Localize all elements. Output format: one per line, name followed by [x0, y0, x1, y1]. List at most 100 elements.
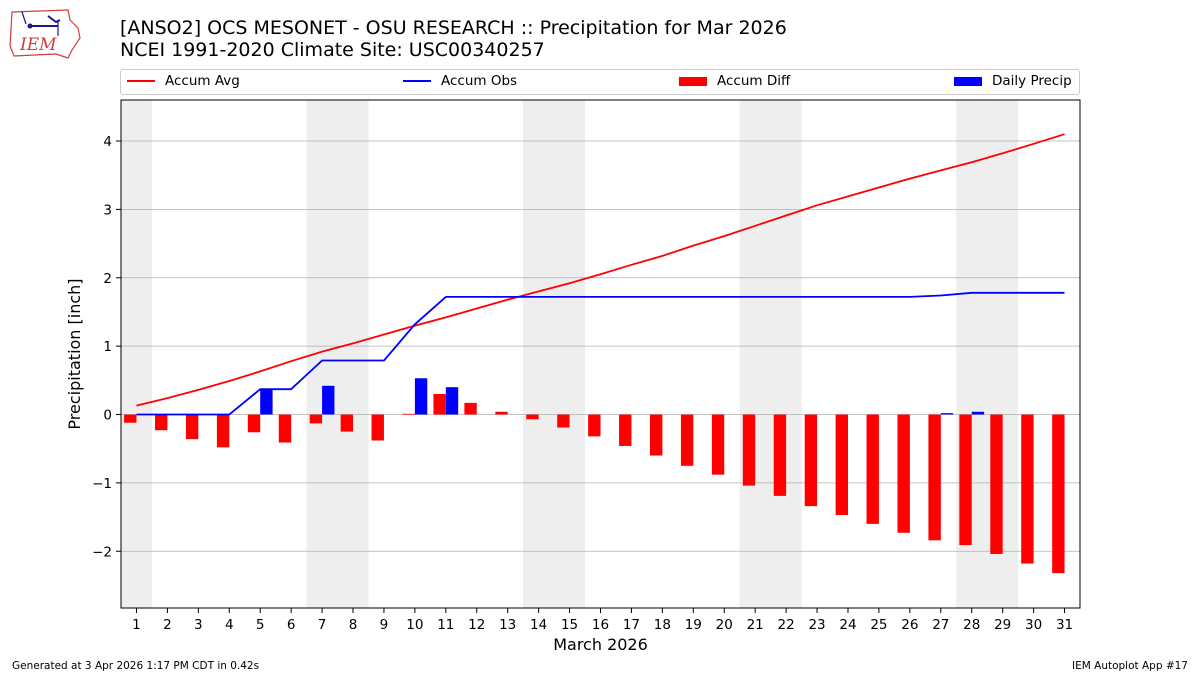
diff-bar-day-21	[742, 414, 756, 486]
x-tick-label: 28	[963, 617, 980, 633]
legend-swatch-daily-precip	[954, 76, 982, 86]
y-tick-label: −2	[92, 544, 112, 560]
diff-bar-day-12	[464, 402, 477, 415]
diff-bar-day-19	[680, 414, 694, 466]
x-tick-label: 11	[437, 617, 454, 633]
accum-avg-line	[136, 133, 1065, 407]
legend-item-accum-avg: Accum Avg	[127, 73, 240, 89]
y-tick-label: −1	[92, 476, 112, 492]
x-tick-label: 30	[1025, 617, 1042, 633]
y-axis-label: Precipitation [inch]	[65, 278, 84, 429]
x-tick-label: 5	[256, 617, 265, 633]
precip-bar-day-7	[322, 385, 335, 415]
legend-item-accum-diff: Accum Diff	[679, 73, 790, 89]
legend-swatch-accum-diff	[679, 76, 707, 86]
logo-text: IEM	[19, 35, 57, 55]
x-tick-label: 18	[654, 617, 671, 633]
diff-bar-day-27	[928, 414, 941, 541]
diff-bar-day-13	[495, 411, 508, 415]
x-tick-label: 3	[194, 617, 203, 633]
chart-legend: Accum Avg Accum Obs Accum Diff Daily Pre…	[120, 69, 1080, 95]
x-tick-label: 15	[561, 617, 578, 633]
x-tick-label: 27	[932, 617, 949, 633]
legend-item-daily-precip: Daily Precip	[954, 73, 1072, 89]
iem-logo[interactable]: IEM	[8, 6, 82, 64]
x-tick-label: 9	[380, 617, 389, 633]
x-tick-label: 13	[499, 617, 516, 633]
x-tick-label: 8	[349, 617, 358, 633]
x-tick-label: 6	[287, 617, 296, 633]
weekend-shade-4	[739, 100, 802, 608]
diff-bar-day-4	[216, 414, 230, 448]
diff-bar-day-10	[402, 413, 415, 415]
x-tick-label: 24	[839, 617, 856, 633]
footer-app-text: IEM Autoplot App #17	[1072, 660, 1188, 672]
diff-bar-day-16	[588, 414, 601, 437]
weekend-shade-3	[523, 100, 586, 608]
diff-bar-day-14	[526, 414, 539, 420]
x-tick-label: 14	[530, 617, 547, 633]
diff-bar-day-3	[185, 414, 199, 440]
diff-bar-day-6	[278, 414, 292, 443]
diff-bar-day-17	[619, 414, 632, 446]
x-tick-label: 23	[808, 617, 825, 633]
diff-bar-day-15	[557, 414, 570, 428]
x-tick-label: 4	[225, 617, 234, 633]
y-tick-label: 3	[103, 202, 112, 218]
diff-bar-day-20	[711, 414, 725, 475]
x-tick-label: 12	[468, 617, 485, 633]
legend-label-accum-obs: Accum Obs	[441, 73, 518, 89]
legend-swatch-accum-avg	[127, 80, 155, 82]
footer-generated-text: Generated at 3 Apr 2026 1:17 PM CDT in 0…	[12, 660, 260, 672]
diff-bar-day-24	[835, 414, 848, 516]
x-tick-label: 19	[685, 617, 702, 633]
diff-bar-day-23	[804, 414, 818, 507]
x-tick-label: 21	[747, 617, 764, 633]
legend-swatch-accum-obs	[403, 80, 431, 82]
legend-label-daily-precip: Daily Precip	[992, 73, 1072, 89]
x-tick-label: 2	[163, 617, 172, 633]
x-tick-label: 1	[132, 617, 141, 633]
x-tick-label: 29	[994, 617, 1011, 633]
precip-bar-day-10	[414, 378, 428, 415]
accum-obs-line	[136, 291, 1065, 416]
chart-subtitle: NCEI 1991-2020 Climate Site: USC00340257	[120, 39, 545, 61]
legend-item-accum-obs: Accum Obs	[403, 73, 517, 89]
diff-bar-day-25	[866, 414, 879, 524]
diff-bar-day-2	[155, 414, 168, 431]
x-axis-label: March 2026	[553, 635, 648, 654]
x-tick-label: 25	[870, 617, 887, 633]
chart-title: [ANSO2] OCS MESONET - OSU RESEARCH :: Pr…	[120, 17, 787, 39]
x-tick-label: 31	[1056, 617, 1073, 633]
diff-bar-day-29	[990, 414, 1003, 554]
diff-bar-day-22	[773, 414, 787, 496]
x-tick-label: 7	[318, 617, 327, 633]
diff-bar-day-30	[1021, 414, 1034, 564]
x-tick-label: 10	[406, 617, 423, 633]
precip-bar-day-28	[971, 411, 985, 415]
x-tick-label: 16	[592, 617, 609, 633]
diff-bar-day-11	[433, 393, 446, 415]
x-tick-label: 20	[716, 617, 733, 633]
y-tick-label: 0	[103, 408, 112, 424]
diff-bar-day-5	[247, 414, 261, 433]
diff-bar-day-18	[649, 414, 663, 456]
x-tick-label: 26	[901, 617, 918, 633]
y-tick-label: 2	[103, 271, 112, 287]
diff-bar-day-8	[340, 414, 354, 432]
x-tick-label: 22	[778, 617, 795, 633]
precip-bar-day-27	[940, 413, 954, 415]
diff-bar-day-7	[309, 414, 323, 424]
diff-bar-day-28	[959, 414, 972, 546]
y-tick-label: 1	[103, 339, 112, 355]
diff-bar-day-26	[897, 414, 910, 533]
plot-frame	[120, 99, 1081, 609]
legend-label-accum-diff: Accum Diff	[717, 73, 791, 89]
diff-bar-day-1	[124, 414, 137, 423]
x-tick-label: 17	[623, 617, 640, 633]
precip-bar-day-11	[445, 387, 459, 415]
legend-label-accum-avg: Accum Avg	[165, 73, 240, 89]
precip-bar-day-5	[260, 389, 273, 415]
diff-bar-day-9	[371, 414, 384, 441]
